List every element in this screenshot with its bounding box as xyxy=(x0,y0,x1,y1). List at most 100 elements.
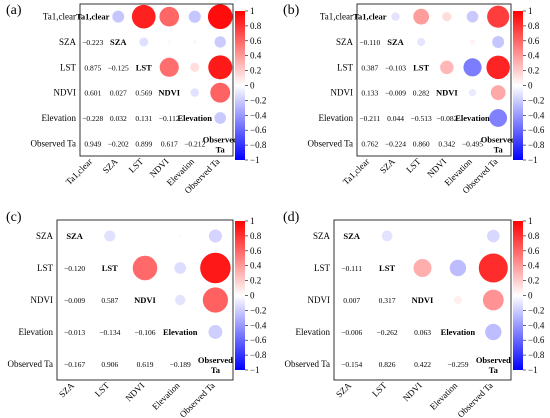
correlation-circle xyxy=(487,229,500,243)
correlation-circle xyxy=(188,10,201,23)
correlation-circle xyxy=(478,253,508,283)
diagonal-label: Ta xyxy=(489,365,499,375)
diagonal-label: Observed xyxy=(198,355,233,365)
colorbar-tick-label: 0 xyxy=(250,291,255,301)
correlation-circle xyxy=(492,36,505,48)
matrix-frame xyxy=(333,219,512,381)
correlation-circle xyxy=(104,230,116,242)
correlation-circle xyxy=(214,112,227,124)
row-label: Elevation xyxy=(319,113,354,123)
correlation-value: −0.223 xyxy=(82,38,103,47)
colorbar-tick-label: −0.6 xyxy=(528,335,545,345)
correlation-value: 0.133 xyxy=(361,89,378,98)
colorbar-tick-label: −0.8 xyxy=(250,140,267,150)
correlation-value: 0.317 xyxy=(379,296,396,305)
correlation-value: −0.111 xyxy=(341,264,362,273)
diagonal-label: Elevation xyxy=(163,327,198,337)
colorbar-tick-label: 0.2 xyxy=(250,276,261,286)
correlation-value: −0.224 xyxy=(385,139,406,148)
column-label: NDVI xyxy=(148,156,171,179)
correlation-circle xyxy=(190,62,200,72)
correlation-value: −0.228 xyxy=(82,114,103,123)
row-label: NDVI xyxy=(308,295,331,305)
correlation-circle xyxy=(417,37,426,47)
diagonal-label: NDVI xyxy=(436,88,458,98)
correlation-circle xyxy=(132,255,158,281)
colorbar-tick-label: 1 xyxy=(528,216,533,226)
correlation-circle xyxy=(159,6,180,27)
colorbar xyxy=(235,221,245,370)
row-label: Elevation xyxy=(296,327,331,337)
correlation-panel-d: (d) SZA SZA SZA LST LST −0.111 LST NDVI NDVI 0.007… xyxy=(283,210,545,418)
column-label: Ta1,clear xyxy=(341,156,371,186)
panel-label: (c) xyxy=(6,210,22,225)
colorbar-tick-label: 0.4 xyxy=(528,261,540,271)
correlation-circle xyxy=(208,229,222,243)
correlation-circle xyxy=(482,289,504,311)
colorbar-tick-label: −0.2 xyxy=(528,305,544,315)
row-label: NDVI xyxy=(31,295,54,305)
row-label: LST xyxy=(314,263,331,273)
correlation-circle xyxy=(466,10,479,23)
correlation-value: 0.899 xyxy=(135,139,152,148)
colorbar-tick-label: 0.4 xyxy=(250,261,262,271)
colorbar-tick-label: −0.2 xyxy=(528,95,544,105)
diagonal-label: Elevation xyxy=(455,113,490,123)
correlation-circle xyxy=(139,37,149,47)
correlation-circle xyxy=(210,82,231,103)
column-label: SZA xyxy=(378,156,397,175)
correlation-value: 0.617 xyxy=(161,139,178,148)
correlation-value: −0.106 xyxy=(134,328,155,337)
correlation-circle xyxy=(456,234,460,238)
column-label: SZA xyxy=(101,156,120,175)
correlation-circle xyxy=(453,295,462,305)
colorbar-tick-label: 0.2 xyxy=(528,66,539,76)
colorbar-tick-label: −1 xyxy=(250,365,260,375)
row-label: Observed Ta xyxy=(31,138,76,148)
correlation-value: −0.125 xyxy=(108,63,129,72)
correlation-value: 0.949 xyxy=(84,139,101,148)
diagonal-label: Ta xyxy=(494,144,504,154)
matrix-frame xyxy=(356,3,512,157)
correlation-circle xyxy=(381,230,393,242)
colorbar-tick-label: 0.4 xyxy=(250,51,262,61)
diagonal-label: LST xyxy=(379,263,395,273)
diagonal-label: SZA xyxy=(66,231,83,241)
correlation-value: −0.013 xyxy=(64,328,85,337)
correlation-value: 0.027 xyxy=(110,89,127,98)
correlation-value: 0.032 xyxy=(110,114,127,123)
colorbar-tick-label: −0.8 xyxy=(250,350,267,360)
correlation-value: 0.875 xyxy=(84,63,101,72)
correlation-circle xyxy=(463,58,482,77)
colorbar-tick-label: 0.2 xyxy=(250,66,261,76)
colorbar-tick-label: −1 xyxy=(528,155,538,165)
diagonal-label: SZA xyxy=(343,231,360,241)
correlation-value: −0.211 xyxy=(359,114,380,123)
column-label: SZA xyxy=(334,380,353,399)
correlation-circle xyxy=(131,4,156,29)
colorbar-tick-label: 1 xyxy=(250,216,255,226)
correlation-value: 0.860 xyxy=(413,139,430,148)
row-label: SZA xyxy=(59,37,77,47)
diagonal-label: Ta1,clear xyxy=(353,12,387,22)
correlation-value: −0.495 xyxy=(462,139,483,148)
correlation-value: 0.826 xyxy=(379,360,396,369)
correlation-value: 0.131 xyxy=(135,114,152,123)
colorbar xyxy=(513,221,523,370)
column-label: Elevation xyxy=(428,380,460,412)
diagonal-label: Ta xyxy=(216,144,226,154)
diagonal-label: LST xyxy=(136,62,152,72)
correlation-value: 0.906 xyxy=(101,360,118,369)
colorbar-tick-label: −0.2 xyxy=(250,95,266,105)
panel-label: (d) xyxy=(283,210,300,225)
correlation-value: 0.619 xyxy=(137,360,154,369)
correlation-circle xyxy=(112,10,125,23)
colorbar-tick-label: −0.4 xyxy=(528,110,545,120)
correlation-value: −0.262 xyxy=(377,328,398,337)
row-label: LST xyxy=(337,62,354,72)
column-label: LST xyxy=(93,380,112,399)
row-label: LST xyxy=(37,263,54,273)
column-label: Elevation xyxy=(150,380,182,412)
colorbar-tick-label: 0 xyxy=(250,81,255,91)
correlation-value: −0.009 xyxy=(64,296,85,305)
